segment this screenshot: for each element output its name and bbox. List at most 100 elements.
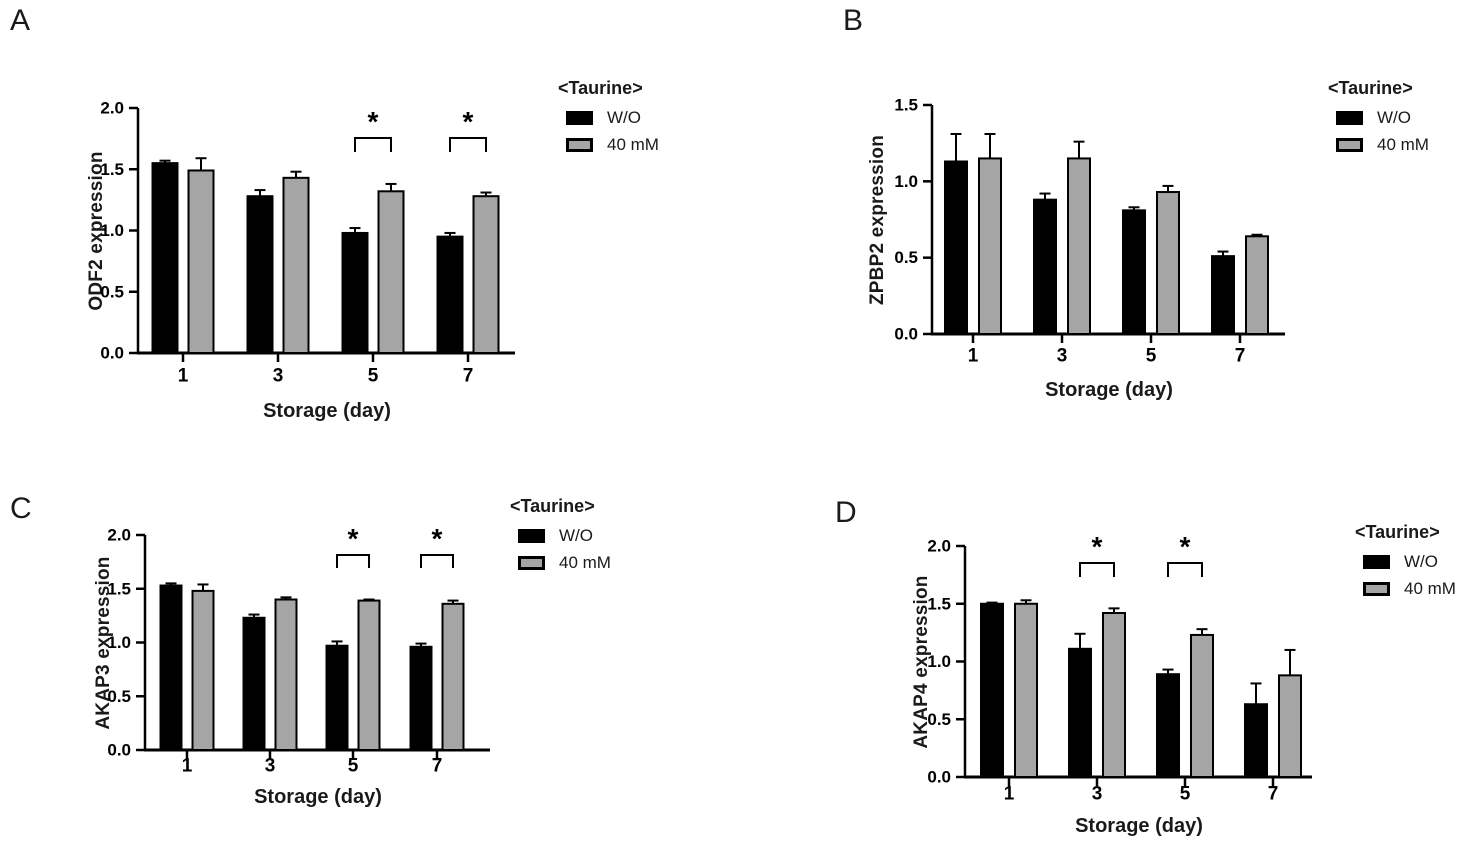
bar-wo-day1	[944, 160, 968, 335]
x-tick-label: 1	[968, 346, 979, 367]
bar-wo-day5	[341, 231, 369, 354]
x-tick-label: 5	[1180, 784, 1191, 805]
bar-40mm-day1	[191, 589, 215, 752]
panel-label-b: B	[843, 4, 864, 37]
y-tick-label: 0.5	[927, 710, 951, 729]
bar-40mm-day1	[978, 157, 1002, 335]
x-axis-title-c: Storage (day)	[254, 786, 382, 808]
bar-wo-day3	[246, 195, 274, 354]
wo-swatch-icon	[566, 111, 593, 125]
significance-star: *	[432, 523, 443, 554]
legend-taurine-b: <Taurine> W/O 40 mM	[1328, 78, 1429, 154]
wo-swatch-icon	[1336, 111, 1363, 125]
panel-label-a: A	[10, 4, 31, 37]
legend-item-wo: W/O	[510, 526, 611, 545]
y-tick-label: 1.0	[894, 172, 918, 191]
bar-40mm-day7	[1278, 674, 1302, 778]
x-tick-label: 5	[1146, 346, 1157, 367]
y-tick-label: 1.5	[100, 160, 124, 179]
x-tick-label: 1	[182, 756, 193, 777]
legend-title: <Taurine>	[1328, 78, 1413, 98]
y-tick-label: 1.0	[100, 221, 124, 240]
bar-40mm-day7	[1245, 235, 1269, 335]
y-tick-label: 1.0	[927, 652, 951, 671]
40mm-swatch-icon	[566, 138, 593, 152]
x-tick-label: 7	[1235, 346, 1246, 367]
legend-taurine-d: <Taurine> W/O 40 mM	[1355, 522, 1456, 598]
significance-star: *	[1092, 531, 1103, 562]
legend-title: <Taurine>	[1355, 522, 1440, 542]
y-tick-label: 2.0	[107, 526, 131, 545]
y-tick-label: 0.5	[894, 248, 918, 267]
bar-40mm-day5	[377, 190, 405, 354]
legend-item-40mm: 40 mM	[1328, 135, 1429, 154]
x-tick-label: 7	[1268, 784, 1279, 805]
x-tick-label: 5	[348, 756, 359, 777]
y-tick-label: 2.0	[927, 537, 951, 556]
x-tick-label: 3	[1057, 346, 1068, 367]
x-tick-label: 7	[432, 756, 443, 777]
bar-wo-day1	[159, 584, 183, 752]
bar-40mm-day5	[1190, 633, 1214, 778]
bar-wo-day1	[980, 602, 1004, 778]
x-tick-label: 1	[1004, 784, 1015, 805]
wo-swatch-icon	[1363, 555, 1390, 569]
bar-wo-day3	[242, 616, 266, 752]
panel-d-chart: 0.0 0.5 1.0 1.5 2.0 1 3 5 7 * *	[927, 531, 1312, 805]
y-tick-label: 1.5	[894, 96, 918, 115]
legend-item-40mm: 40 mM	[510, 553, 611, 572]
significance-bracket	[449, 137, 487, 152]
panel-b-chart: 0.0 0.5 1.0 1.5 1 3 5 7	[894, 96, 1285, 367]
x-tick-label: 7	[463, 366, 474, 387]
bar-40mm-day5	[357, 599, 381, 752]
bar-wo-day7	[436, 235, 464, 354]
panel-c-chart: 0.0 0.5 1.0 1.5 2.0 1 3 5 7 * *	[107, 523, 490, 777]
bar-wo-day7	[409, 645, 433, 751]
x-axis-title-a: Storage (day)	[263, 400, 391, 422]
significance-bracket	[336, 554, 370, 568]
x-axis-title-b: Storage (day)	[1045, 379, 1173, 401]
x-axis-title-d: Storage (day)	[1075, 815, 1203, 837]
x-tick-label: 3	[273, 366, 284, 387]
bar-40mm-day3	[274, 598, 298, 751]
y-tick-label: 0.5	[107, 687, 131, 706]
x-tick-label: 3	[1092, 784, 1103, 805]
legend-title: <Taurine>	[558, 78, 643, 98]
40mm-swatch-icon	[1363, 582, 1390, 596]
legend-item-wo: W/O	[558, 108, 659, 127]
bar-40mm-day7	[472, 195, 500, 354]
significance-star: *	[463, 106, 474, 137]
y-tick-label: 0.5	[100, 282, 124, 301]
legend-item-wo: W/O	[1355, 552, 1456, 571]
panel-label-d: D	[835, 496, 857, 529]
significance-star: *	[1180, 531, 1191, 562]
legend-taurine-a: <Taurine> W/O 40 mM	[558, 78, 659, 154]
bar-wo-day7	[1211, 255, 1235, 336]
bar-40mm-day3	[282, 176, 310, 354]
y-tick-label: 0.0	[100, 344, 124, 363]
y-tick-label: 1.0	[107, 633, 131, 652]
x-tick-label: 1	[178, 366, 189, 387]
y-tick-label: 0.0	[107, 741, 131, 760]
bar-wo-day5	[1156, 673, 1180, 779]
bar-wo-day5	[325, 644, 349, 751]
significance-bracket	[354, 137, 392, 152]
significance-bracket	[1079, 562, 1115, 577]
bar-wo-day7	[1244, 703, 1268, 778]
bar-40mm-day7	[441, 602, 465, 751]
significance-bracket	[420, 554, 454, 568]
bar-wo-day1	[151, 162, 179, 354]
bar-40mm-day3	[1102, 611, 1126, 778]
bar-40mm-day1	[187, 169, 215, 354]
legend-taurine-c: <Taurine> W/O 40 mM	[510, 496, 611, 572]
bar-wo-day3	[1068, 647, 1092, 778]
wo-swatch-icon	[518, 529, 545, 543]
bar-40mm-day1	[1014, 602, 1038, 778]
panel-a-chart: 0.0 0.5 1.0 1.5 2.0 1 3 5 7 * *	[100, 99, 515, 387]
bar-wo-day3	[1033, 198, 1057, 335]
y-tick-label: 2.0	[100, 99, 124, 118]
x-tick-label: 5	[368, 366, 379, 387]
legend-title: <Taurine>	[510, 496, 595, 516]
legend-item-wo: W/O	[1328, 108, 1429, 127]
